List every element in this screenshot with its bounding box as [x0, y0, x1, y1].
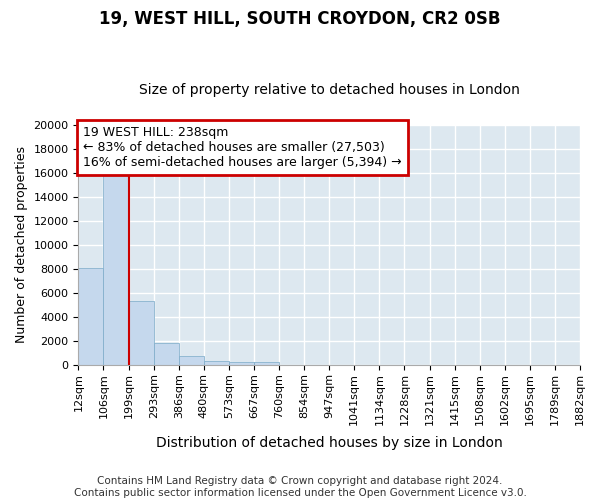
Bar — [128, 302, 154, 365]
Bar — [204, 361, 229, 365]
X-axis label: Distribution of detached houses by size in London: Distribution of detached houses by size … — [156, 436, 503, 450]
Text: 19, WEST HILL, SOUTH CROYDON, CR2 0SB: 19, WEST HILL, SOUTH CROYDON, CR2 0SB — [99, 10, 501, 28]
Bar — [254, 362, 279, 365]
Bar — [154, 343, 179, 365]
Bar — [229, 362, 254, 365]
Text: 19 WEST HILL: 238sqm
← 83% of detached houses are smaller (27,503)
16% of semi-d: 19 WEST HILL: 238sqm ← 83% of detached h… — [83, 126, 402, 169]
Bar — [179, 356, 204, 365]
Bar — [79, 268, 103, 365]
Text: Contains HM Land Registry data © Crown copyright and database right 2024.
Contai: Contains HM Land Registry data © Crown c… — [74, 476, 526, 498]
Bar — [103, 166, 128, 365]
Y-axis label: Number of detached properties: Number of detached properties — [15, 146, 28, 344]
Title: Size of property relative to detached houses in London: Size of property relative to detached ho… — [139, 83, 520, 97]
